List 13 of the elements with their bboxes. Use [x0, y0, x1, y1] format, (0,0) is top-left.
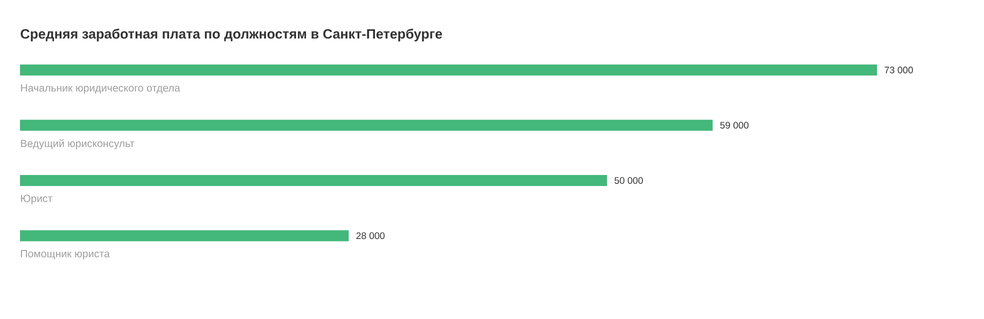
data-label: 50 000 [614, 177, 643, 184]
chart-title: Средняя заработная плата по должностям в Санкт-Петербурге [20, 28, 442, 42]
bar [20, 64, 878, 76]
y-tick-label: Помощник юриста [21, 250, 110, 260]
data-label: 59 000 [720, 122, 749, 129]
y-tick-label: Начальник юридического отдела [21, 84, 180, 94]
bar [20, 120, 713, 131]
y-tick-label: Ведущий юрисконсульт [21, 139, 134, 150]
y-tick-label: Юрист [21, 194, 52, 204]
bar [20, 174, 607, 186]
data-label: 73 000 [884, 66, 913, 74]
bar [20, 230, 349, 242]
data-label: 28 000 [356, 232, 385, 240]
